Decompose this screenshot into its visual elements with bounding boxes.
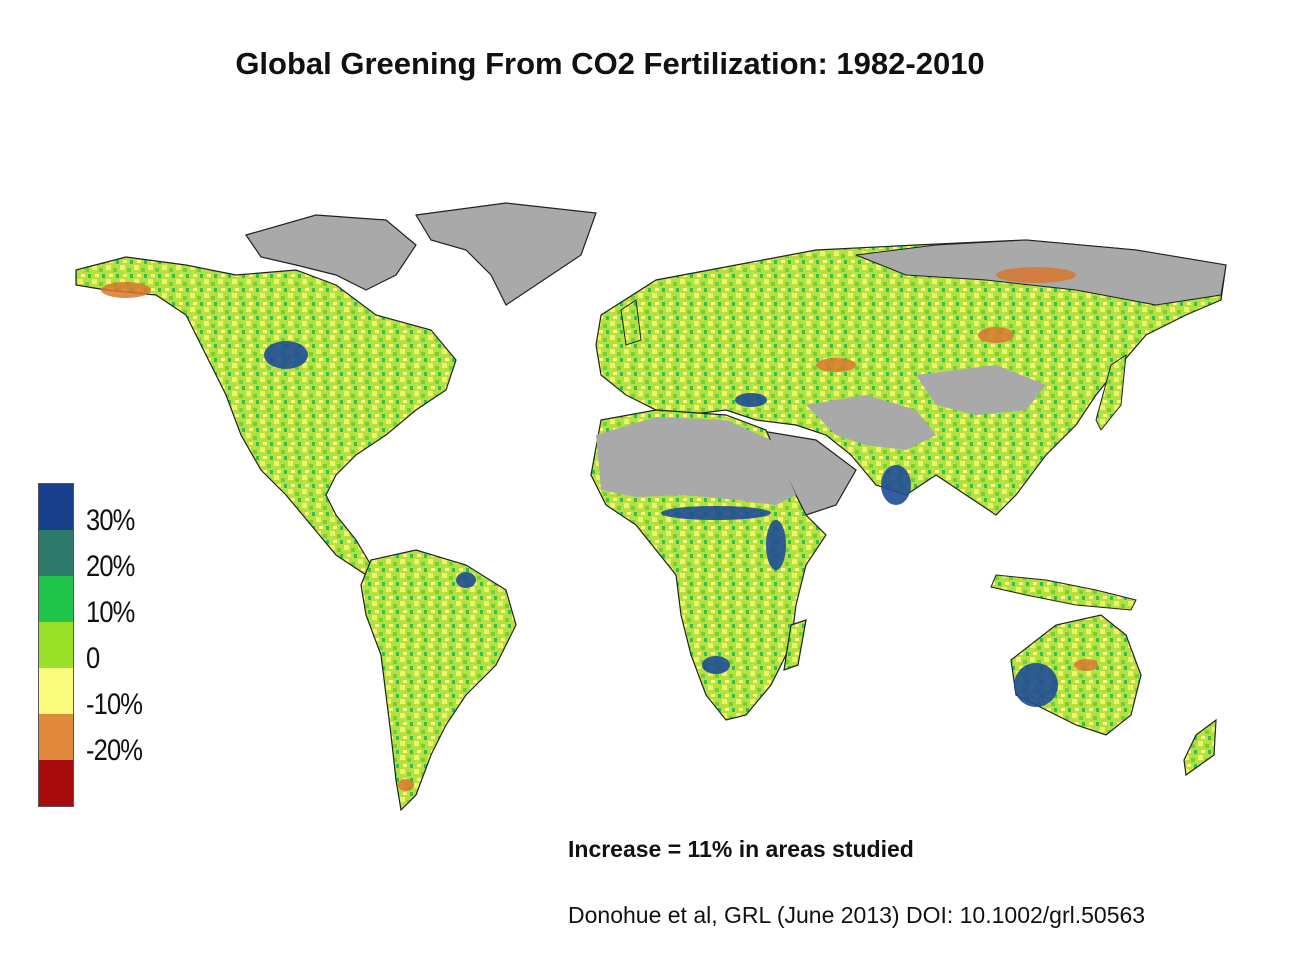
brown-central-asia (816, 358, 856, 372)
hotspot-southern-africa (702, 656, 730, 674)
world-map (36, 195, 1236, 835)
legend-swatch (39, 530, 73, 576)
legend: 30% 20% 10% 0 -10% -20% (38, 483, 143, 812)
hotspot-amazon (456, 572, 476, 588)
hotspot-canada-prairies (264, 341, 308, 369)
legend-swatch (39, 760, 73, 806)
landmass-indonesia (990, 574, 1137, 611)
hotspot-turkey (735, 393, 767, 407)
landmass-japan (1095, 353, 1127, 431)
map-title: Global Greening From CO2 Fertilization: … (235, 46, 985, 81)
browning-hotspots (101, 267, 1098, 791)
legend-swatch (39, 668, 73, 714)
region-arctic-islands (245, 214, 417, 291)
region-sahara-no-data (596, 417, 796, 505)
region-tibet-no-data (916, 365, 1046, 415)
legend-label: -20% (86, 733, 143, 767)
brown-siberia (996, 267, 1076, 283)
legend-label: 20% (86, 549, 135, 583)
hotspot-east-africa (766, 520, 786, 570)
region-central-asia-no-data (806, 395, 936, 450)
world-map-svg (75, 202, 1227, 812)
citation: Donohue et al, GRL (June 2013) DOI: 10.1… (568, 902, 1146, 928)
hotspot-western-australia (1014, 663, 1058, 707)
landmass-uk (620, 299, 642, 346)
landmass-south-america (360, 549, 517, 812)
legend-label: -10% (86, 687, 143, 721)
legend-label: 0 (86, 641, 100, 675)
legend-swatch (39, 576, 73, 622)
hotspot-india (881, 465, 911, 505)
legend-swatches (38, 483, 74, 807)
landmass-madagascar (783, 619, 807, 671)
brown-australia-interior (1074, 659, 1098, 671)
legend-swatch (39, 622, 73, 668)
region-greenland (415, 202, 597, 306)
landmass-north-america (75, 256, 457, 576)
legend-label: 30% (86, 503, 135, 537)
summary-note: Increase = 11% in areas studied (568, 836, 914, 862)
landmass-new-zealand (1183, 718, 1217, 777)
legend-swatch (39, 484, 73, 530)
brown-alaska (101, 282, 151, 298)
legend-swatch (39, 714, 73, 760)
brown-mongolia (978, 327, 1014, 343)
greening-hotspots (264, 341, 1058, 707)
legend-label: 10% (86, 595, 135, 629)
hotspot-sahel (661, 506, 771, 520)
brown-patagonia (398, 779, 414, 791)
